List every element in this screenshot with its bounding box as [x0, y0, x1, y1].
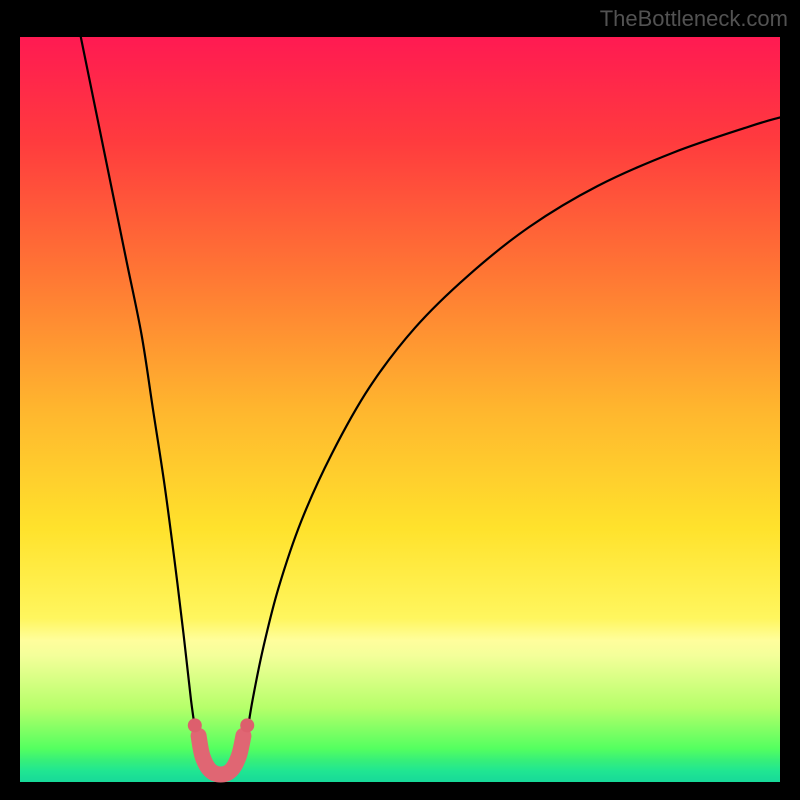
curve-right	[246, 117, 780, 737]
curve-left	[81, 37, 197, 737]
valley-u-shape	[199, 736, 244, 775]
valley-cap-right	[240, 718, 254, 732]
valley-cap-left	[188, 718, 202, 732]
curve-overlay	[20, 37, 780, 782]
watermark-text: TheBottleneck.com	[600, 6, 788, 32]
